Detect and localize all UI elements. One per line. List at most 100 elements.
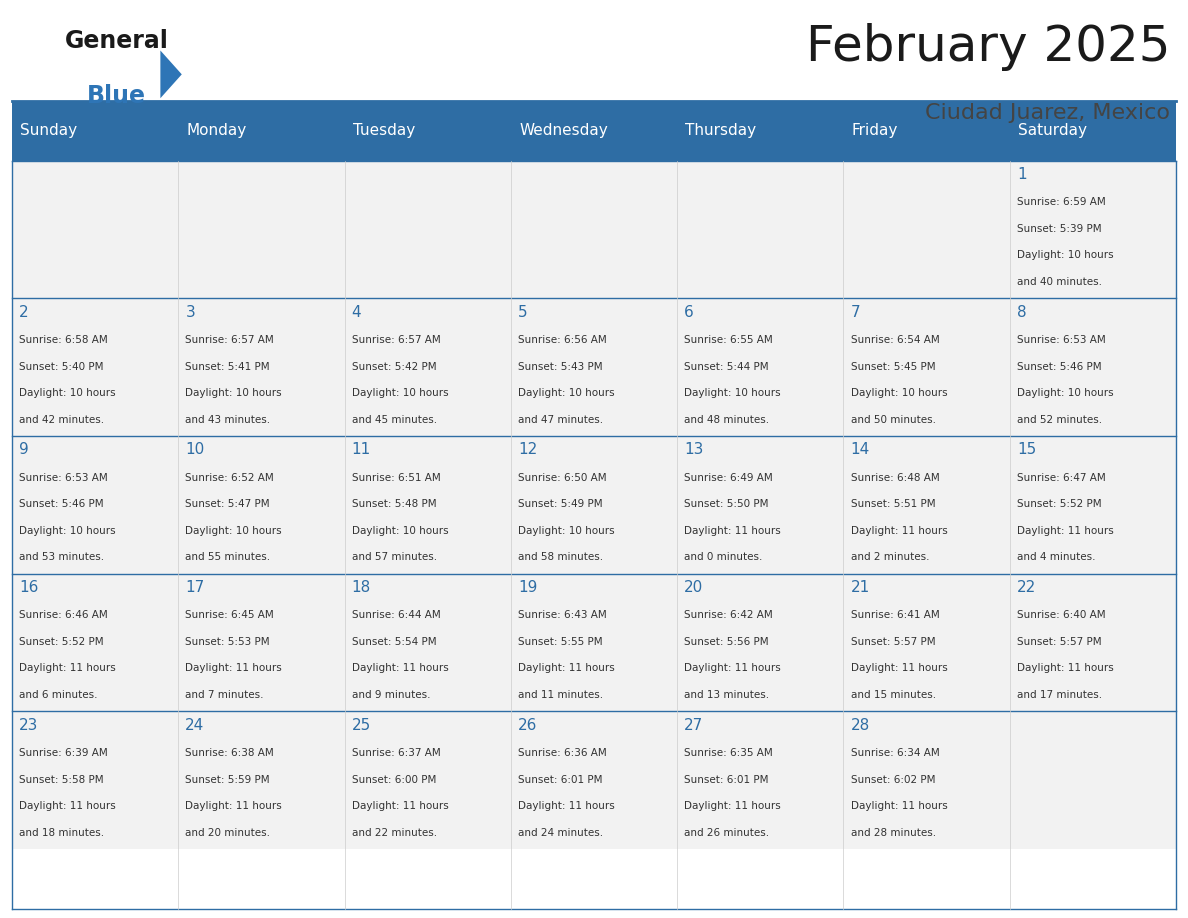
Bar <box>178 298 345 436</box>
Text: Daylight: 10 hours: Daylight: 10 hours <box>185 388 282 398</box>
Bar <box>677 436 843 574</box>
Text: February 2025: February 2025 <box>805 23 1170 71</box>
Text: and 26 minutes.: and 26 minutes. <box>684 828 770 837</box>
Text: Sunrise: 6:58 AM: Sunrise: 6:58 AM <box>19 335 108 345</box>
Text: Sunset: 5:50 PM: Sunset: 5:50 PM <box>684 499 769 509</box>
Bar <box>178 436 345 574</box>
Text: 7: 7 <box>851 305 860 319</box>
Text: Sunrise: 6:50 AM: Sunrise: 6:50 AM <box>518 473 607 483</box>
Text: 5: 5 <box>518 305 527 319</box>
Bar <box>345 574 511 711</box>
Text: Sunrise: 6:54 AM: Sunrise: 6:54 AM <box>851 335 940 345</box>
Text: Sunset: 5:55 PM: Sunset: 5:55 PM <box>518 637 602 647</box>
Text: and 15 minutes.: and 15 minutes. <box>851 690 936 700</box>
Text: Sunset: 5:41 PM: Sunset: 5:41 PM <box>185 362 270 372</box>
Bar <box>1010 574 1176 711</box>
Bar <box>12 101 1176 161</box>
Text: Sunrise: 6:49 AM: Sunrise: 6:49 AM <box>684 473 773 483</box>
Text: Sunset: 6:01 PM: Sunset: 6:01 PM <box>518 775 602 785</box>
Text: Ciudad Juarez, Mexico: Ciudad Juarez, Mexico <box>925 103 1170 123</box>
Text: Daylight: 11 hours: Daylight: 11 hours <box>19 664 115 674</box>
Text: 16: 16 <box>19 580 38 595</box>
Text: 23: 23 <box>19 718 38 733</box>
Text: 9: 9 <box>19 442 29 457</box>
Text: 17: 17 <box>185 580 204 595</box>
Text: and 13 minutes.: and 13 minutes. <box>684 690 770 700</box>
Bar <box>677 161 843 298</box>
Text: Sunrise: 6:36 AM: Sunrise: 6:36 AM <box>518 748 607 758</box>
Bar <box>12 161 178 298</box>
Text: Daylight: 11 hours: Daylight: 11 hours <box>851 801 947 812</box>
Text: and 18 minutes.: and 18 minutes. <box>19 828 105 837</box>
Text: Daylight: 10 hours: Daylight: 10 hours <box>518 388 614 398</box>
Text: 25: 25 <box>352 718 371 733</box>
Text: Sunset: 5:46 PM: Sunset: 5:46 PM <box>1017 362 1101 372</box>
Text: Sunrise: 6:44 AM: Sunrise: 6:44 AM <box>352 610 441 621</box>
Bar <box>12 436 178 574</box>
Text: Daylight: 11 hours: Daylight: 11 hours <box>185 664 282 674</box>
Bar <box>178 574 345 711</box>
Bar <box>843 711 1010 849</box>
Text: Thursday: Thursday <box>685 123 757 139</box>
Text: Sunrise: 6:35 AM: Sunrise: 6:35 AM <box>684 748 773 758</box>
Text: Sunrise: 6:38 AM: Sunrise: 6:38 AM <box>185 748 274 758</box>
Text: 14: 14 <box>851 442 870 457</box>
Bar <box>12 298 178 436</box>
Text: and 6 minutes.: and 6 minutes. <box>19 690 97 700</box>
Text: Daylight: 11 hours: Daylight: 11 hours <box>684 526 781 536</box>
Bar <box>843 574 1010 711</box>
Bar <box>511 298 677 436</box>
Text: Sunrise: 6:37 AM: Sunrise: 6:37 AM <box>352 748 441 758</box>
Text: Sunset: 5:57 PM: Sunset: 5:57 PM <box>1017 637 1101 647</box>
Text: and 43 minutes.: and 43 minutes. <box>185 415 271 424</box>
Text: Daylight: 10 hours: Daylight: 10 hours <box>684 388 781 398</box>
Text: and 22 minutes.: and 22 minutes. <box>352 828 437 837</box>
Text: Daylight: 10 hours: Daylight: 10 hours <box>185 526 282 536</box>
Text: 27: 27 <box>684 718 703 733</box>
Text: 8: 8 <box>1017 305 1026 319</box>
Text: and 53 minutes.: and 53 minutes. <box>19 553 105 562</box>
Text: Sunset: 5:45 PM: Sunset: 5:45 PM <box>851 362 935 372</box>
Text: Daylight: 10 hours: Daylight: 10 hours <box>1017 388 1113 398</box>
Text: Sunset: 5:47 PM: Sunset: 5:47 PM <box>185 499 270 509</box>
Text: Friday: Friday <box>852 123 898 139</box>
Text: Daylight: 11 hours: Daylight: 11 hours <box>19 801 115 812</box>
Text: 2: 2 <box>19 305 29 319</box>
Text: and 58 minutes.: and 58 minutes. <box>518 553 604 562</box>
Bar <box>1010 161 1176 298</box>
Text: Daylight: 11 hours: Daylight: 11 hours <box>684 664 781 674</box>
Text: Wednesday: Wednesday <box>519 123 608 139</box>
Text: and 45 minutes.: and 45 minutes. <box>352 415 437 424</box>
Text: and 28 minutes.: and 28 minutes. <box>851 828 936 837</box>
Text: Daylight: 10 hours: Daylight: 10 hours <box>1017 251 1113 261</box>
Text: Sunset: 6:01 PM: Sunset: 6:01 PM <box>684 775 769 785</box>
Text: and 42 minutes.: and 42 minutes. <box>19 415 105 424</box>
Text: and 17 minutes.: and 17 minutes. <box>1017 690 1102 700</box>
Text: Daylight: 10 hours: Daylight: 10 hours <box>19 526 115 536</box>
Text: Daylight: 10 hours: Daylight: 10 hours <box>19 388 115 398</box>
Text: Sunset: 5:42 PM: Sunset: 5:42 PM <box>352 362 436 372</box>
Text: and 11 minutes.: and 11 minutes. <box>518 690 604 700</box>
Text: 24: 24 <box>185 718 204 733</box>
Text: and 7 minutes.: and 7 minutes. <box>185 690 264 700</box>
Text: Sunrise: 6:45 AM: Sunrise: 6:45 AM <box>185 610 274 621</box>
Text: and 20 minutes.: and 20 minutes. <box>185 828 271 837</box>
Text: and 52 minutes.: and 52 minutes. <box>1017 415 1102 424</box>
Text: Sunrise: 6:55 AM: Sunrise: 6:55 AM <box>684 335 773 345</box>
Text: Sunset: 5:52 PM: Sunset: 5:52 PM <box>19 637 103 647</box>
Text: 1: 1 <box>1017 167 1026 182</box>
Text: 6: 6 <box>684 305 694 319</box>
Text: Sunset: 5:53 PM: Sunset: 5:53 PM <box>185 637 270 647</box>
Text: 3: 3 <box>185 305 195 319</box>
Bar <box>1010 298 1176 436</box>
Text: Daylight: 11 hours: Daylight: 11 hours <box>684 801 781 812</box>
Text: Daylight: 11 hours: Daylight: 11 hours <box>352 664 448 674</box>
Text: 21: 21 <box>851 580 870 595</box>
Text: 15: 15 <box>1017 442 1036 457</box>
Text: Monday: Monday <box>187 123 247 139</box>
Text: and 40 minutes.: and 40 minutes. <box>1017 277 1102 286</box>
Text: Sunset: 5:52 PM: Sunset: 5:52 PM <box>1017 499 1101 509</box>
Bar <box>677 298 843 436</box>
Bar <box>1010 711 1176 849</box>
Text: 18: 18 <box>352 580 371 595</box>
